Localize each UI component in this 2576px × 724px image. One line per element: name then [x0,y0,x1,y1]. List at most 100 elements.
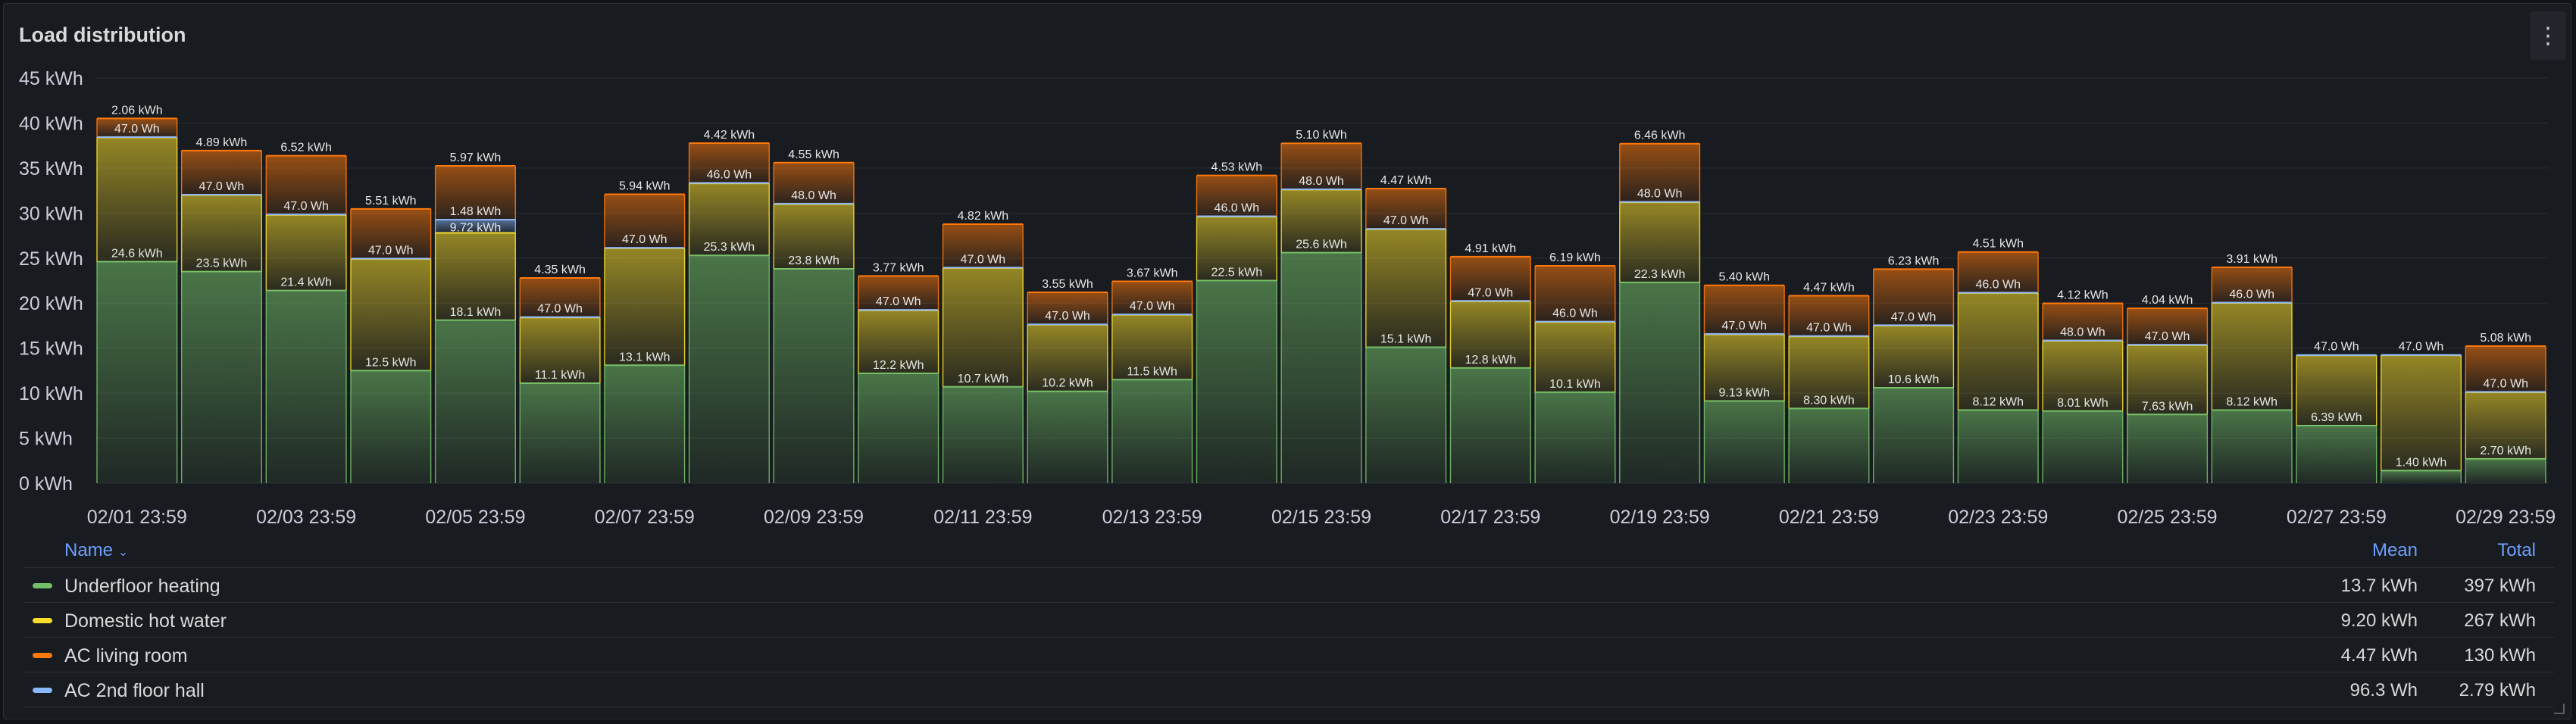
bar-segment [266,214,346,291]
series-color-swatch [33,653,52,658]
bar-segment [1365,189,1446,229]
bar-segment [266,290,346,483]
bar-segment [1450,301,1531,368]
data-label: 48.0 Wh [2060,326,2106,339]
data-label: 5.10 kWh [1296,129,1347,142]
bar-segment [1619,282,1700,483]
x-tick-label: 02/05 23:59 [425,507,525,526]
data-label: 47.0 Wh [537,303,583,316]
bar-segment [1958,292,2039,410]
data-label: 12.8 kWh [1465,354,1517,367]
y-tick-label: 25 kWh [19,248,83,270]
legend-total-header[interactable]: Total [2497,540,2536,560]
bar-segment [2127,308,2208,345]
bar-segment [1281,189,1361,253]
x-tick-label: 02/07 23:59 [595,507,695,526]
data-label: 4.91 kWh [1465,242,1517,255]
bar-segment [774,204,854,270]
bar-segment [1365,229,1446,348]
data-label: 5.94 kWh [619,180,671,193]
data-label: 48.0 Wh [1299,175,1344,188]
bar-segment [2127,345,2208,415]
legend-mean-header[interactable]: Mean [2371,540,2418,560]
data-label: 4.55 kWh [788,148,839,161]
bar-segment [1535,322,1615,392]
bar-segment [2127,414,2208,483]
legend-row-domestic-hot-water[interactable]: Domestic hot water 9.20 kWh 267 kWh [23,603,2554,638]
data-label: 6.52 kWh [280,142,332,154]
data-label: 47.0 Wh [1721,320,1767,332]
legend-row-ac-living-room[interactable]: AC living room 4.47 kWh 130 kWh [23,638,2554,673]
y-tick-label: 45 kWh [19,68,83,89]
bar-segment [1365,347,1446,483]
data-label: 3.55 kWh [1042,278,1093,291]
bar-segment [1789,336,1869,409]
data-label: 11.5 kWh [1127,365,1177,378]
kebab-menu-icon[interactable]: ⋮ [2530,11,2566,60]
bar-segment [2212,302,2293,410]
bar-segment [1873,387,1954,483]
data-label: 47.0 Wh [2145,330,2190,343]
data-label: 4.51 kWh [1972,238,2024,251]
data-label: 47.0 Wh [1045,310,1090,323]
series-color-swatch [33,688,52,693]
data-label: 3.67 kWh [1127,267,1178,279]
data-label: 12.2 kWh [873,359,924,372]
data-label: 1.40 kWh [2396,456,2447,469]
data-label: 47.0 Wh [2483,377,2528,390]
data-label: 24.6 kWh [111,248,163,261]
resize-handle[interactable] [2554,704,2565,714]
data-label: 10.2 kWh [1042,377,1093,390]
bar-segment [604,365,685,483]
data-label: 6.19 kWh [1549,251,1601,264]
data-label: 47.0 Wh [1383,214,1429,227]
x-tick-label: 02/11 23:59 [933,507,1032,526]
bar-segment [1704,401,1785,483]
bar-segment [350,258,431,371]
legend-header: Name ⌄ Mean Total [23,534,2554,568]
series-color-swatch [33,583,52,588]
x-tick-label: 02/17 23:59 [1440,507,1540,526]
bar-segment [774,162,854,204]
data-label: 47.0 Wh [961,253,1006,266]
data-label: 9.13 kWh [1718,386,1770,399]
data-label: 4.04 kWh [2142,294,2193,307]
bar-segment [2465,392,2546,459]
bar-segment [943,386,1024,483]
chevron-down-icon: ⌄ [117,546,129,559]
series-color-swatch [33,618,52,623]
stacked-bar-chart[interactable]: 0 kWh 5 kWh 10 kWh 15 kWh 20 kWh 25 kWh 30 kWh… [4,4,2572,526]
data-label: 10.7 kWh [958,373,1009,385]
bar-segment [1704,334,1785,401]
legend-row-ac-2nd-floor-hall[interactable]: AC 2nd floor hall 96.3 Wh 2.79 kWh [23,673,2554,707]
bar-segment [2381,470,2462,483]
bar-segment [2296,355,2377,426]
data-label: 4.82 kWh [958,210,1009,223]
x-tick-label: 02/29 23:59 [2456,507,2556,526]
bar-segment [2043,410,2123,483]
bar-segment [1281,252,1361,483]
legend-series-mean: 13.7 kWh [2340,576,2418,596]
bar-segment [858,310,939,373]
x-tick-label: 02/25 23:59 [2118,507,2218,526]
data-label: 25.6 kWh [1296,239,1347,251]
data-label: 13.1 kWh [619,351,671,364]
bar-segment [1450,367,1531,483]
bar-segment [97,137,177,262]
bar-segment [1958,251,2039,293]
bar-segment [689,143,770,183]
bar-segment [520,383,600,483]
data-label: 47.0 Wh [2399,341,2444,354]
bar-segment [181,271,262,483]
legend-row-underfloor-heating[interactable]: Underfloor heating 13.7 kWh 397 kWh [23,568,2554,603]
data-label: 22.3 kWh [1634,268,1686,281]
x-tick-label: 02/01 23:59 [87,507,187,526]
bar-segment [1196,217,1277,281]
y-tick-label: 5 kWh [19,429,73,450]
bar-segment [604,248,685,366]
data-label: 7.63 kWh [2142,400,2193,413]
data-label: 4.12 kWh [2057,289,2109,301]
data-label: 4.89 kWh [196,136,248,149]
legend-name-header[interactable]: Name ⌄ [64,540,129,560]
bar-segment [1535,266,1615,322]
